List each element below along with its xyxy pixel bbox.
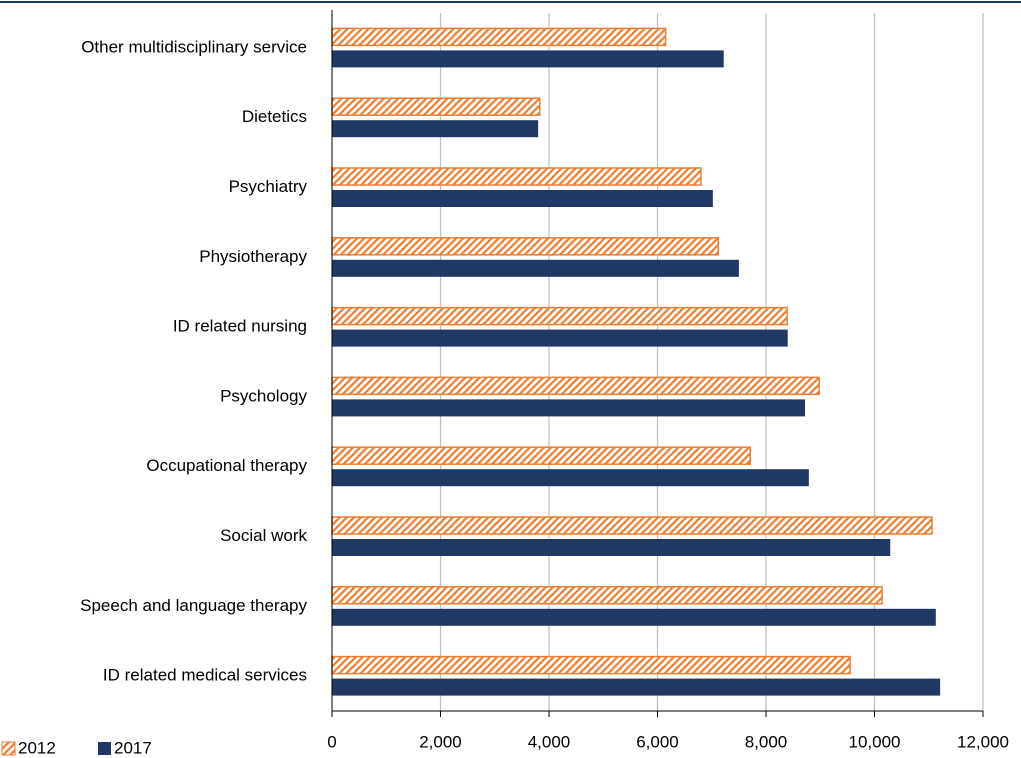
x-tick-label: 12,000 — [957, 732, 1009, 751]
bar — [332, 469, 809, 487]
bar — [331, 97, 541, 116]
y-tick-label: Physiotherapy — [199, 247, 307, 266]
legend-label: 2012 — [18, 738, 56, 757]
legend-label: 2017 — [114, 738, 152, 757]
bar — [331, 655, 851, 675]
y-tick-label: ID related medical services — [103, 666, 307, 685]
bar — [332, 608, 936, 626]
legend-swatch — [98, 742, 111, 755]
bar — [332, 399, 806, 417]
bar — [331, 27, 667, 47]
x-tick-label: 4,000 — [528, 732, 571, 751]
bar — [331, 586, 883, 605]
y-tick-label: Social work — [220, 526, 307, 545]
bar — [331, 306, 788, 326]
bar — [332, 259, 739, 277]
bar — [332, 190, 713, 207]
y-tick-label: Dietetics — [242, 107, 307, 126]
bar — [331, 167, 702, 186]
bar — [332, 50, 724, 68]
x-tick-label: 10,000 — [849, 732, 901, 751]
y-tick-label: Speech and language therapy — [80, 596, 307, 615]
bar — [332, 329, 788, 347]
y-tick-label: Occupational therapy — [146, 456, 307, 475]
bar — [331, 376, 820, 396]
x-tick-label: 6,000 — [636, 732, 679, 751]
x-tick-label: 8,000 — [745, 732, 788, 751]
bar — [331, 516, 933, 535]
x-tick-label: 2,000 — [419, 732, 462, 751]
bar — [331, 446, 752, 465]
legend-swatch — [1, 741, 16, 756]
bar — [331, 237, 720, 256]
x-tick-label: 0 — [327, 732, 336, 751]
bar — [332, 539, 891, 556]
y-tick-label: Psychiatry — [229, 177, 308, 196]
y-tick-label: Psychology — [220, 386, 307, 405]
y-tick-label: ID related nursing — [173, 317, 307, 336]
bar — [332, 120, 539, 138]
bar — [332, 678, 941, 696]
y-tick-label: Other multidisciplinary service — [81, 37, 307, 56]
